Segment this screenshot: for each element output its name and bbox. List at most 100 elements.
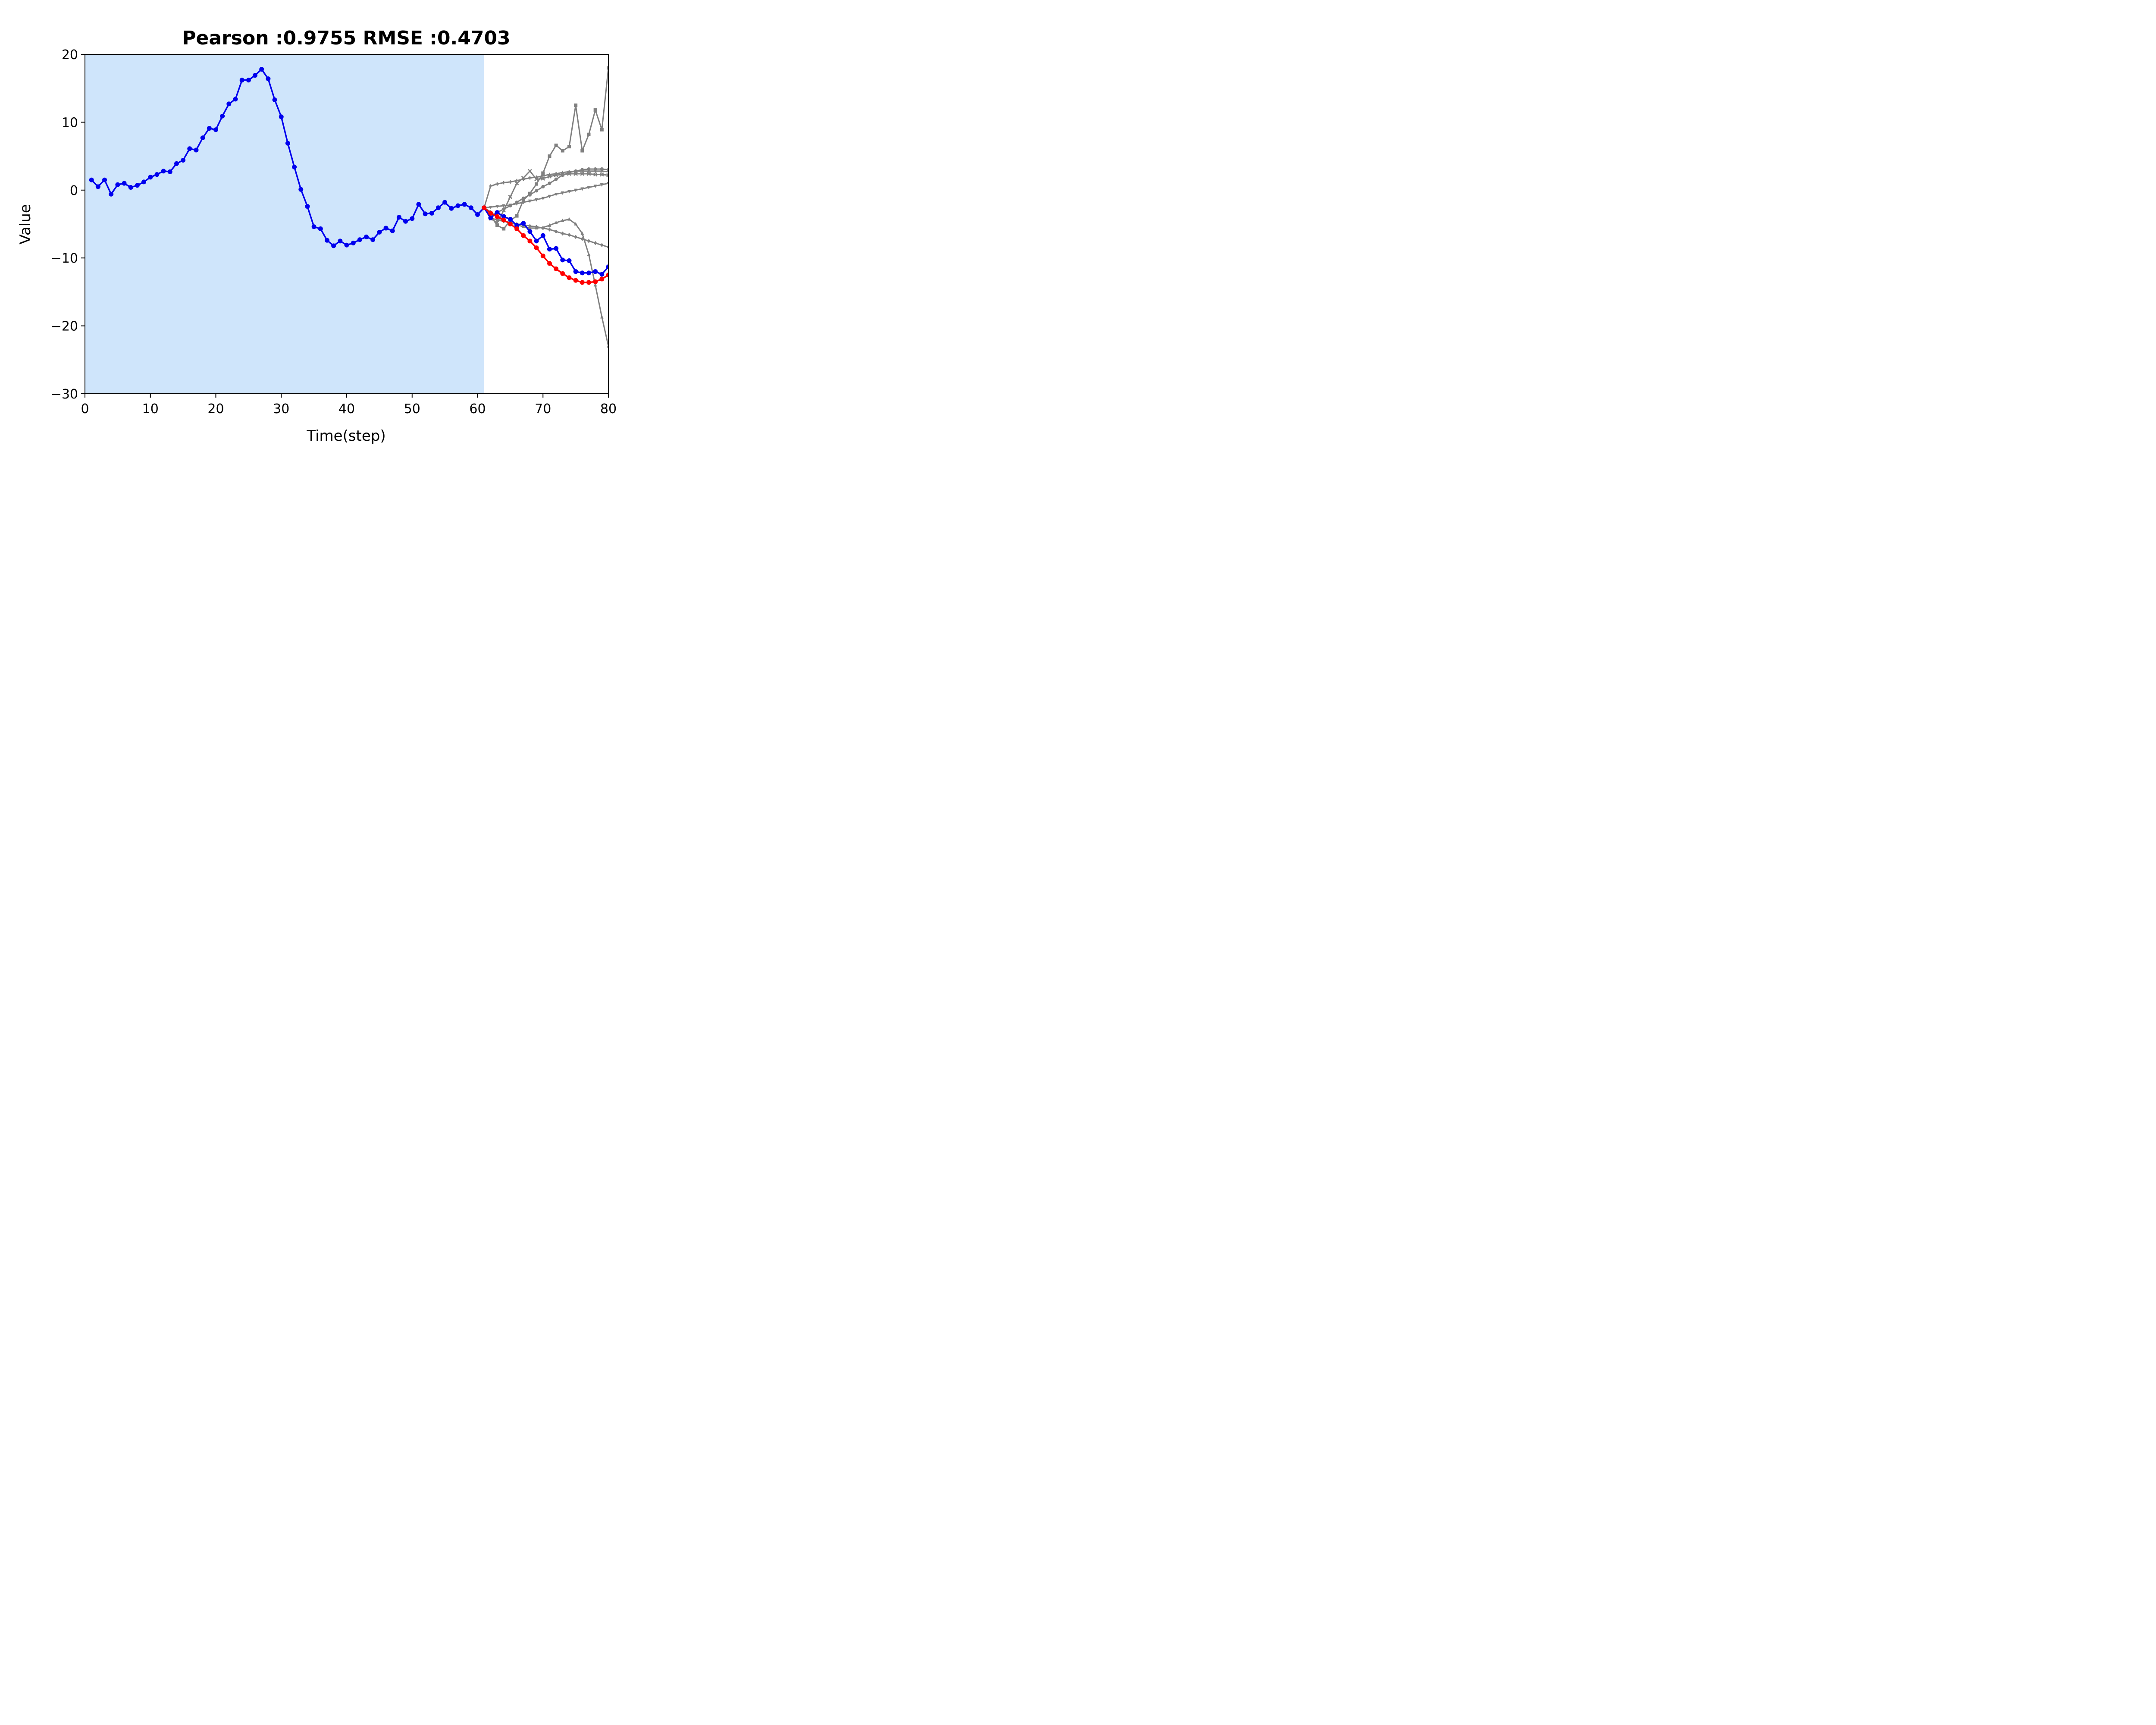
data-point-observed xyxy=(253,73,258,78)
series-layer xyxy=(89,66,608,348)
data-point-observed xyxy=(357,237,362,242)
x-tick-label: 70 xyxy=(535,401,551,417)
data-point-ensemble xyxy=(600,315,604,319)
data-point-ensemble xyxy=(502,181,506,185)
data-point-ensemble xyxy=(535,189,539,193)
data-point-ensemble xyxy=(600,243,604,248)
data-point-ensemble xyxy=(515,214,519,218)
data-point-ensemble xyxy=(514,181,519,185)
data-point-ensemble xyxy=(554,193,558,197)
data-point-observed xyxy=(554,246,559,251)
data-point-observed xyxy=(599,272,605,277)
data-point-observed xyxy=(442,200,448,205)
data-point-predicted xyxy=(560,271,565,276)
data-point-ensemble xyxy=(600,183,604,187)
data-point-ensemble xyxy=(541,174,545,178)
data-point-ensemble xyxy=(593,283,597,287)
data-point-ensemble xyxy=(580,231,584,235)
data-point-observed xyxy=(200,135,205,141)
data-point-observed xyxy=(187,146,192,151)
data-point-ensemble xyxy=(554,177,558,181)
chart-title: Pearson :0.9755 RMSE :0.4703 xyxy=(182,27,510,49)
data-point-ensemble xyxy=(561,231,564,236)
data-point-observed xyxy=(540,233,545,238)
data-point-ensemble xyxy=(495,182,499,186)
data-point-observed xyxy=(573,269,578,274)
data-point-observed xyxy=(606,264,608,270)
data-point-ensemble xyxy=(541,176,545,181)
data-point-observed xyxy=(338,238,343,244)
data-point-ensemble xyxy=(554,229,558,234)
data-point-ensemble xyxy=(528,199,532,203)
data-point-ensemble xyxy=(535,224,539,229)
x-tick-label: 50 xyxy=(404,401,420,417)
data-point-observed xyxy=(527,229,533,234)
data-point-observed xyxy=(324,238,329,243)
data-point-ensemble xyxy=(574,169,578,173)
data-point-observed xyxy=(390,228,395,233)
data-point-ensemble xyxy=(528,169,532,173)
data-point-observed xyxy=(436,205,441,210)
x-tick-label: 40 xyxy=(338,401,355,417)
y-axis-label: Value xyxy=(17,204,34,244)
data-point-observed xyxy=(194,147,199,153)
y-tick-label: −30 xyxy=(51,387,78,402)
data-point-observed xyxy=(396,215,401,220)
data-point-ensemble xyxy=(528,193,532,197)
data-point-ensemble xyxy=(508,194,513,199)
data-point-predicted xyxy=(567,275,572,280)
data-point-predicted xyxy=(586,280,591,285)
data-point-ensemble xyxy=(535,182,539,186)
data-point-observed xyxy=(272,97,277,102)
data-point-observed xyxy=(285,141,290,146)
data-point-observed xyxy=(141,179,147,185)
data-point-observed xyxy=(161,169,166,174)
data-point-ensemble xyxy=(495,220,499,225)
shaded-region xyxy=(85,54,484,394)
data-point-observed xyxy=(364,234,369,239)
y-axis: 20 10 0 −10 −20 −30 xyxy=(51,47,85,402)
x-tick-label: 20 xyxy=(207,401,224,417)
data-point-observed xyxy=(567,258,572,263)
data-point-predicted xyxy=(540,253,545,258)
data-point-predicted xyxy=(527,238,533,244)
data-point-ensemble xyxy=(501,208,506,213)
data-point-ensemble xyxy=(600,167,604,171)
data-point-ensemble xyxy=(587,186,591,190)
data-point-ensemble xyxy=(521,201,525,204)
data-point-ensemble xyxy=(534,177,539,182)
data-point-predicted xyxy=(573,278,578,283)
data-point-predicted xyxy=(495,214,500,219)
data-point-ensemble xyxy=(573,172,578,176)
data-point-ensemble xyxy=(541,171,545,175)
data-point-ensemble xyxy=(561,218,564,222)
x-tick-label: 30 xyxy=(273,401,289,417)
data-point-ensemble xyxy=(593,167,597,171)
data-point-ensemble xyxy=(508,180,512,184)
data-point-observed xyxy=(593,269,598,274)
data-point-ensemble xyxy=(495,205,499,209)
y-tick-label: 0 xyxy=(70,183,78,198)
data-point-observed xyxy=(514,223,520,228)
x-tick-label: 80 xyxy=(600,401,617,417)
data-point-ensemble xyxy=(561,170,564,174)
data-point-observed xyxy=(128,185,133,190)
data-point-observed xyxy=(246,78,251,83)
data-point-ensemble xyxy=(587,167,591,171)
data-point-ensemble xyxy=(541,185,545,188)
data-point-observed xyxy=(239,78,244,83)
data-point-ensemble xyxy=(535,198,539,202)
data-point-ensemble xyxy=(600,128,604,132)
data-point-observed xyxy=(586,270,591,276)
data-point-ensemble xyxy=(495,223,499,227)
data-point-ensemble xyxy=(606,173,608,178)
data-point-observed xyxy=(292,164,297,169)
data-point-predicted xyxy=(593,279,598,284)
data-point-observed xyxy=(403,219,408,224)
data-point-observed xyxy=(226,101,232,107)
x-tick-label: 60 xyxy=(469,401,486,417)
data-point-observed xyxy=(423,211,428,216)
data-point-ensemble xyxy=(515,201,519,204)
data-point-ensemble xyxy=(547,174,552,179)
data-point-ensemble xyxy=(574,222,578,226)
